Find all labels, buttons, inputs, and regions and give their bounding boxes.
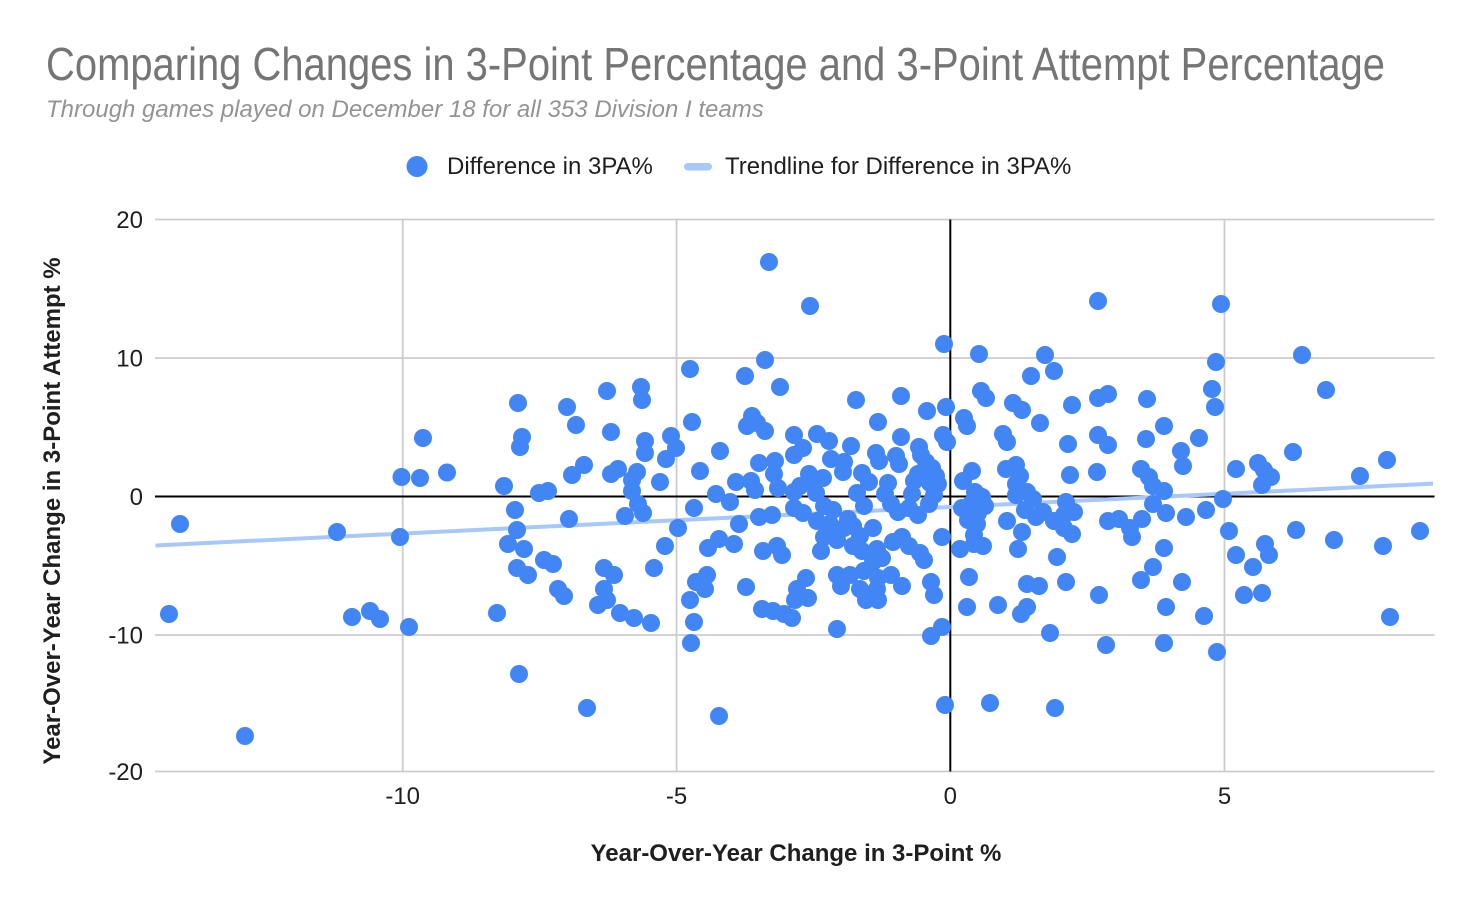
svg-text:5: 5 xyxy=(1218,783,1231,810)
svg-text:-10: -10 xyxy=(385,783,420,810)
svg-text:Trendline for Difference in 3P: Trendline for Difference in 3PA% xyxy=(725,153,1071,180)
svg-text:10: 10 xyxy=(116,346,143,373)
svg-text:0: 0 xyxy=(944,783,957,810)
svg-text:Comparing Changes in 3-Point P: Comparing Changes in 3-Point Percentage … xyxy=(46,38,1385,90)
svg-text:-10: -10 xyxy=(108,623,143,650)
svg-text:Year-Over-Year Change in 3-Poi: Year-Over-Year Change in 3-Point % xyxy=(591,840,1002,867)
svg-text:Through games played on Decemb: Through games played on December 18 for … xyxy=(46,96,764,123)
svg-text:20: 20 xyxy=(116,207,143,234)
svg-text:Difference in 3PA%: Difference in 3PA% xyxy=(447,153,653,180)
svg-text:0: 0 xyxy=(130,484,143,511)
svg-text:-20: -20 xyxy=(108,759,143,786)
svg-text:Year-Over-Year Change in 3-Poi: Year-Over-Year Change in 3-Point Attempt… xyxy=(39,257,66,764)
svg-text:-5: -5 xyxy=(666,783,687,810)
